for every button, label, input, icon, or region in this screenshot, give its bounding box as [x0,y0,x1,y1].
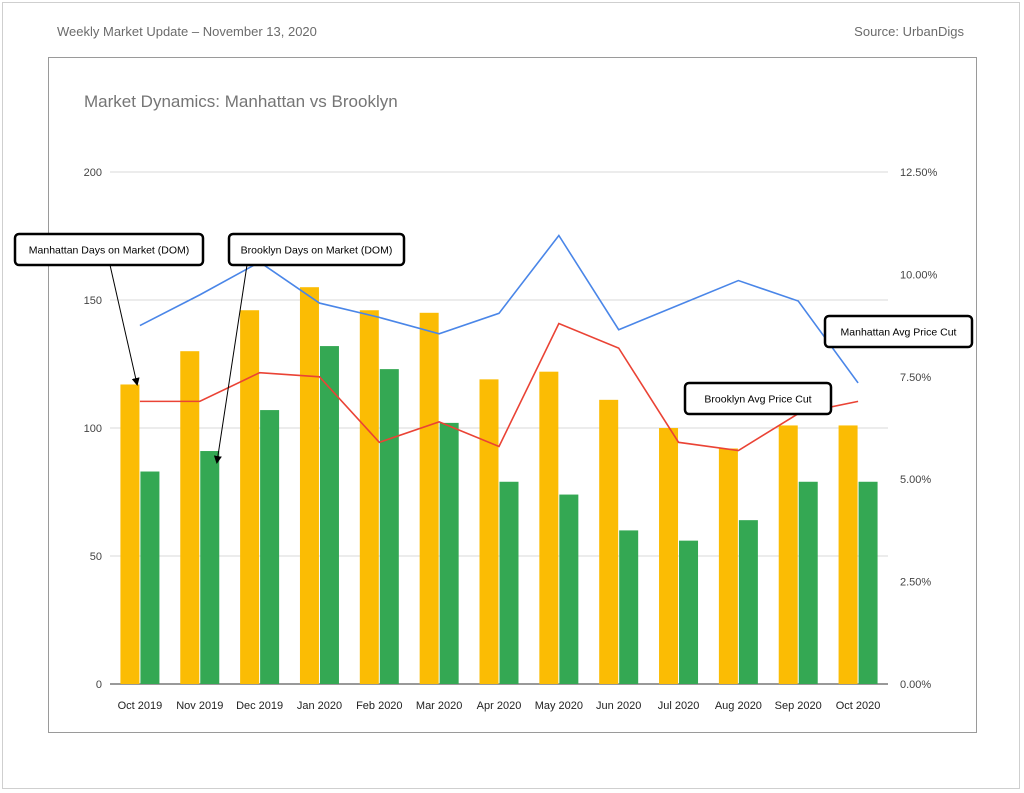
x-tick-label: Feb 2020 [356,700,402,712]
annotation-arrow [213,264,248,464]
y-right-tick-label: 5.00% [900,474,931,486]
annotation-arrow [109,264,140,386]
bar [180,351,200,684]
x-tick-label: Mar 2020 [416,700,462,712]
x-tick-label: Aug 2020 [715,700,762,712]
x-tick-label: Jan 2020 [297,700,342,712]
bar [858,481,878,684]
y-right-tick-label: 2.50% [900,577,931,589]
bar [359,310,379,684]
bars [120,287,878,684]
x-tick-label: Nov 2019 [176,700,223,712]
series-line [139,322,859,452]
annotations: Manhattan Days on Market (DOM) Brooklyn D… [13,232,974,464]
y-left-tick-label: 50 [90,551,102,563]
y-right-tick-label: 10.00% [900,269,938,281]
y-right-tick-label: 12.50% [900,167,938,179]
x-tick-label: Oct 2020 [836,700,881,712]
annotation-label: Brooklyn Days on Market (DOM) [241,245,393,257]
bar [559,494,579,684]
bar [120,384,140,684]
x-tick-label: Apr 2020 [477,700,522,712]
y-right-tick-label: 7.50% [900,372,931,384]
bar [200,451,220,684]
y-left-tick-label: 100 [84,423,102,435]
x-tick-label: May 2020 [535,700,583,712]
bar [140,471,160,684]
bar [798,481,818,684]
x-tick-label: Jul 2020 [658,700,700,712]
axis-labels: 0 50 100 150 200 0.00% 2.50% 5.00% 7.50% 10.00% 12… [84,167,938,712]
y-left-tick-label: 0 [96,679,102,691]
annotation-label: Manhattan Days on Market (DOM) [29,245,189,257]
bar [499,481,519,684]
bar [539,371,559,684]
bar [838,425,858,684]
bar [240,310,260,684]
bar [260,410,280,684]
y-right-tick-label: 0.00% [900,679,931,691]
annotation-box [823,314,974,349]
bar [379,369,399,684]
bar [738,520,758,684]
annotation-label: Manhattan Avg Price Cut [841,327,957,339]
bar [679,540,699,684]
annotation-label: Brooklyn Avg Price Cut [704,394,811,406]
bar [299,287,319,684]
x-tick-label: Jun 2020 [596,700,641,712]
header-source: Source: UrbanDigs [854,24,964,39]
bar [479,379,499,684]
y-left-tick-label: 150 [84,295,102,307]
bar [439,422,459,684]
bar [778,425,798,684]
annotation-box [13,232,205,267]
x-tick-label: Oct 2019 [118,700,163,712]
x-tick-label: Sep 2020 [775,700,822,712]
bar [419,312,439,684]
annotation-box [683,381,833,416]
y-left-tick-label: 200 [84,167,102,179]
annotation-box [227,232,406,267]
bar [599,399,619,684]
bar [319,346,339,684]
grid-lines [110,171,888,685]
bar [619,530,639,684]
header-title: Weekly Market Update – November 13, 2020 [57,24,317,39]
chart-title: Market Dynamics: Manhattan vs Brooklyn [84,92,398,111]
x-tick-label: Dec 2019 [236,700,283,712]
bar [718,448,738,684]
bar [659,428,679,684]
